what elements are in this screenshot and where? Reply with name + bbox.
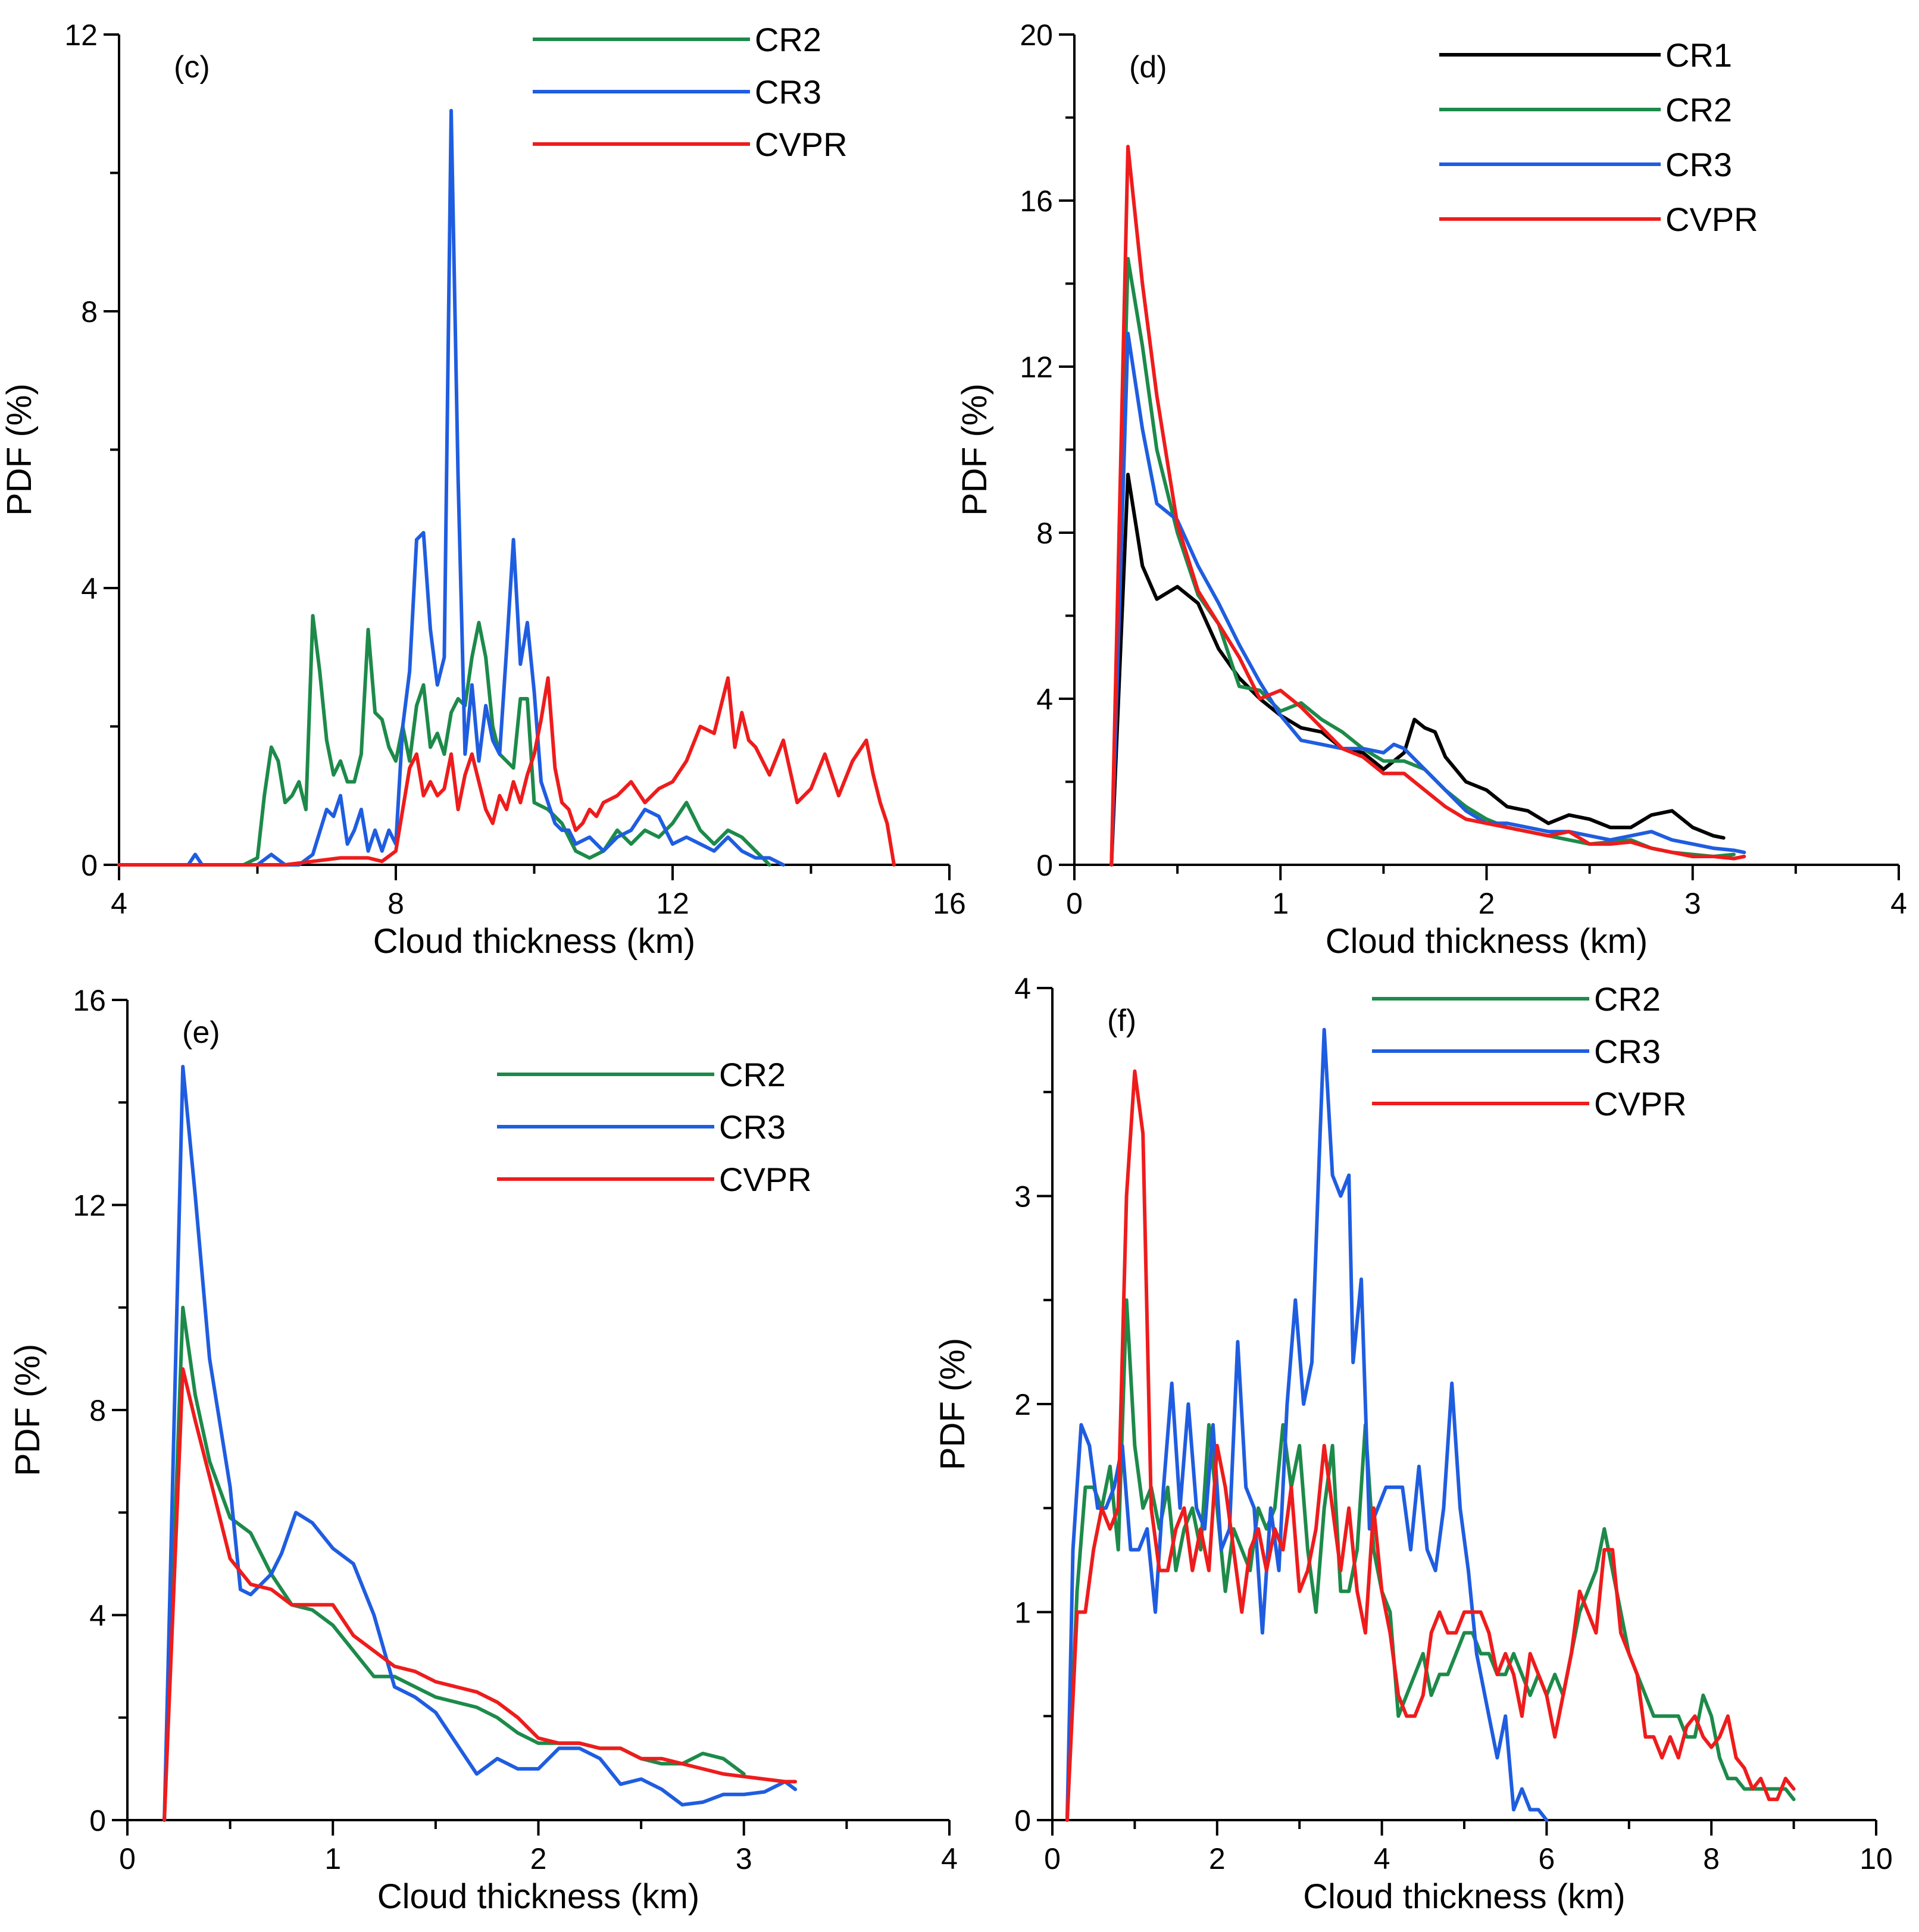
series-line-cr3: [162, 1065, 798, 1822]
x-tick-label: 0: [119, 1842, 136, 1875]
legend-label-cr2: CR2: [1665, 91, 1732, 129]
legend-label-cr3: CR3: [1594, 1033, 1661, 1070]
x-tick-label: 4: [111, 887, 127, 920]
x-tick-label: 16: [933, 887, 966, 920]
y-tick-label: 4: [81, 572, 98, 605]
y-tick-label: 16: [1020, 185, 1053, 218]
x-tick-label: 1: [324, 1842, 341, 1875]
y-axis-title: PDF (%): [0, 383, 39, 515]
legend-label-cr2: CR2: [719, 1056, 786, 1093]
y-tick-label: 8: [1036, 517, 1053, 550]
x-tick-label: 2: [1209, 1842, 1226, 1875]
y-tick-label: 4: [1036, 683, 1053, 716]
series-line-cr2: [1065, 1298, 1796, 1822]
legend-label-cr3: CR3: [719, 1108, 786, 1146]
series-line-cr2: [117, 614, 771, 867]
legend-label-cr2: CR2: [1594, 980, 1661, 1018]
x-axis-title: Cloud thickness (km): [373, 922, 695, 961]
y-tick-label: 12: [73, 1189, 106, 1223]
series-line-cr3: [1109, 332, 1746, 867]
y-tick-label: 4: [1014, 972, 1031, 1005]
x-tick-label: 3: [736, 1842, 752, 1875]
y-tick-label: 3: [1014, 1180, 1031, 1214]
y-tick-label: 0: [1036, 849, 1053, 882]
x-tick-label: 4: [1374, 1842, 1390, 1875]
y-tick-label: 8: [81, 295, 98, 329]
x-tick-label: 12: [656, 887, 689, 920]
x-tick-label: 6: [1538, 1842, 1555, 1875]
series-line-cr3: [1065, 1027, 1549, 1822]
x-tick-label: 4: [941, 1842, 958, 1875]
y-tick-label: 4: [89, 1599, 106, 1633]
legend-label-cr3: CR3: [1665, 146, 1732, 183]
series-line-cvpr: [117, 676, 896, 867]
series-line-cvpr: [1065, 1069, 1796, 1822]
y-tick-label: 0: [1014, 1804, 1031, 1837]
y-tick-label: 0: [81, 849, 98, 882]
x-tick-label: 2: [1479, 887, 1495, 920]
series-line-cvpr: [162, 1367, 798, 1822]
legend-label-cr1: CR1: [1665, 36, 1732, 74]
panel-label: (e): [182, 1015, 220, 1050]
y-axis-title: PDF (%): [8, 1344, 47, 1476]
x-tick-label: 1: [1272, 887, 1289, 920]
panel-label: (c): [174, 50, 210, 85]
x-tick-label: 4: [1890, 887, 1907, 920]
y-tick-label: 20: [1020, 18, 1053, 52]
x-axis-title: Cloud thickness (km): [1303, 1877, 1625, 1916]
y-tick-label: 1: [1014, 1596, 1031, 1630]
y-tick-label: 12: [1020, 351, 1053, 384]
y-axis-title: PDF (%): [955, 383, 994, 515]
x-tick-label: 0: [1044, 1842, 1061, 1875]
x-tick-label: 10: [1859, 1842, 1893, 1875]
x-tick-label: 0: [1066, 887, 1083, 920]
x-tick-label: 2: [530, 1842, 547, 1875]
panel-label: (f): [1107, 1003, 1136, 1038]
legend-label-cvpr: CVPR: [755, 126, 848, 163]
x-axis-title: Cloud thickness (km): [377, 1877, 699, 1916]
y-tick-label: 12: [64, 18, 98, 52]
legend-label-cr3: CR3: [755, 73, 821, 111]
x-tick-label: 8: [387, 887, 404, 920]
series-line-cr2: [1109, 257, 1736, 867]
x-tick-label: 3: [1684, 887, 1701, 920]
panel-label: (d): [1129, 50, 1167, 85]
y-tick-label: 16: [73, 984, 106, 1017]
series-line-cr3: [117, 108, 785, 867]
y-tick-label: 8: [89, 1394, 106, 1427]
y-tick-label: 0: [89, 1804, 106, 1837]
legend-label-cvpr: CVPR: [1665, 201, 1758, 238]
y-axis-title: PDF (%): [933, 1338, 972, 1470]
series-line-cr1: [1109, 473, 1726, 867]
legend-label-cr2: CR2: [755, 21, 821, 58]
series-line-cvpr: [1109, 145, 1746, 867]
legend-label-cvpr: CVPR: [1594, 1085, 1687, 1123]
y-tick-label: 2: [1014, 1388, 1031, 1421]
x-tick-label: 8: [1703, 1842, 1720, 1875]
legend-label-cvpr: CVPR: [719, 1161, 812, 1198]
x-axis-title: Cloud thickness (km): [1326, 922, 1648, 961]
